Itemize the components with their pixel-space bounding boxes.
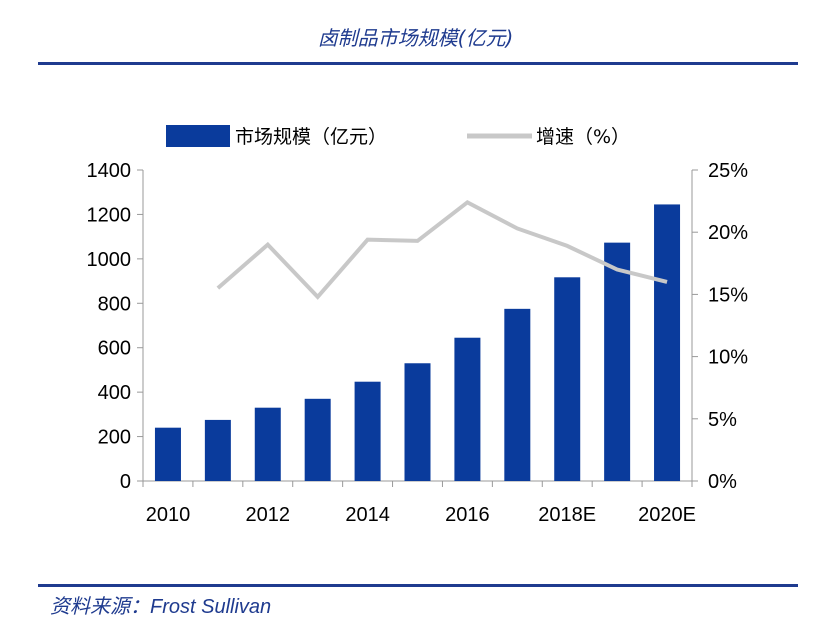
x-tick-label: 2020E	[638, 504, 696, 526]
bar	[404, 363, 431, 481]
y-left-tick-label: 1200	[87, 204, 132, 226]
legend-bar-label: 市场规模（亿元）	[235, 126, 387, 148]
bar	[204, 419, 231, 481]
bar	[154, 427, 181, 481]
y-left-tick-label: 600	[98, 338, 131, 360]
y-left-tick-label: 200	[98, 427, 131, 449]
y-right-tick-label: 10%	[708, 347, 748, 369]
legend-line-label: 增速（%）	[536, 126, 630, 148]
bar	[454, 337, 481, 481]
bar	[604, 242, 631, 481]
bar	[254, 407, 281, 481]
source-name: Frost Sullivan	[150, 596, 272, 618]
y-right-tick-label: 5%	[708, 409, 737, 431]
y-left-tick-label: 1400	[87, 160, 132, 182]
bar	[304, 398, 331, 481]
legend-bar-swatch	[166, 125, 230, 147]
source-label: 资料来源：	[50, 594, 150, 618]
y-right-tick-label: 15%	[708, 284, 748, 306]
y-left-tick-label: 0	[120, 471, 131, 493]
y-left-tick-label: 1000	[87, 249, 132, 271]
y-right-tick-label: 20%	[708, 222, 748, 244]
top-rule	[38, 62, 798, 65]
x-tick-label: 2014	[345, 504, 390, 526]
y-right-tick-label: 0%	[708, 471, 737, 493]
bar	[554, 277, 581, 481]
y-right-tick-label: 25%	[708, 160, 748, 182]
source-note: 资料来源：Frost Sullivan	[50, 590, 271, 619]
bar	[504, 308, 531, 481]
bar	[654, 204, 681, 482]
y-left-tick-label: 400	[98, 382, 131, 404]
x-tick-label: 2012	[246, 504, 291, 526]
x-tick-label: 2016	[445, 504, 490, 526]
x-tick-label: 2018E	[538, 504, 596, 526]
bottom-rule	[38, 584, 798, 587]
page-title: 卤制品市场规模(亿元)	[317, 26, 514, 50]
bar	[354, 381, 381, 481]
growth-line	[216, 199, 668, 300]
y-left-tick-label: 800	[98, 293, 131, 315]
x-tick-label: 2010	[146, 504, 191, 526]
